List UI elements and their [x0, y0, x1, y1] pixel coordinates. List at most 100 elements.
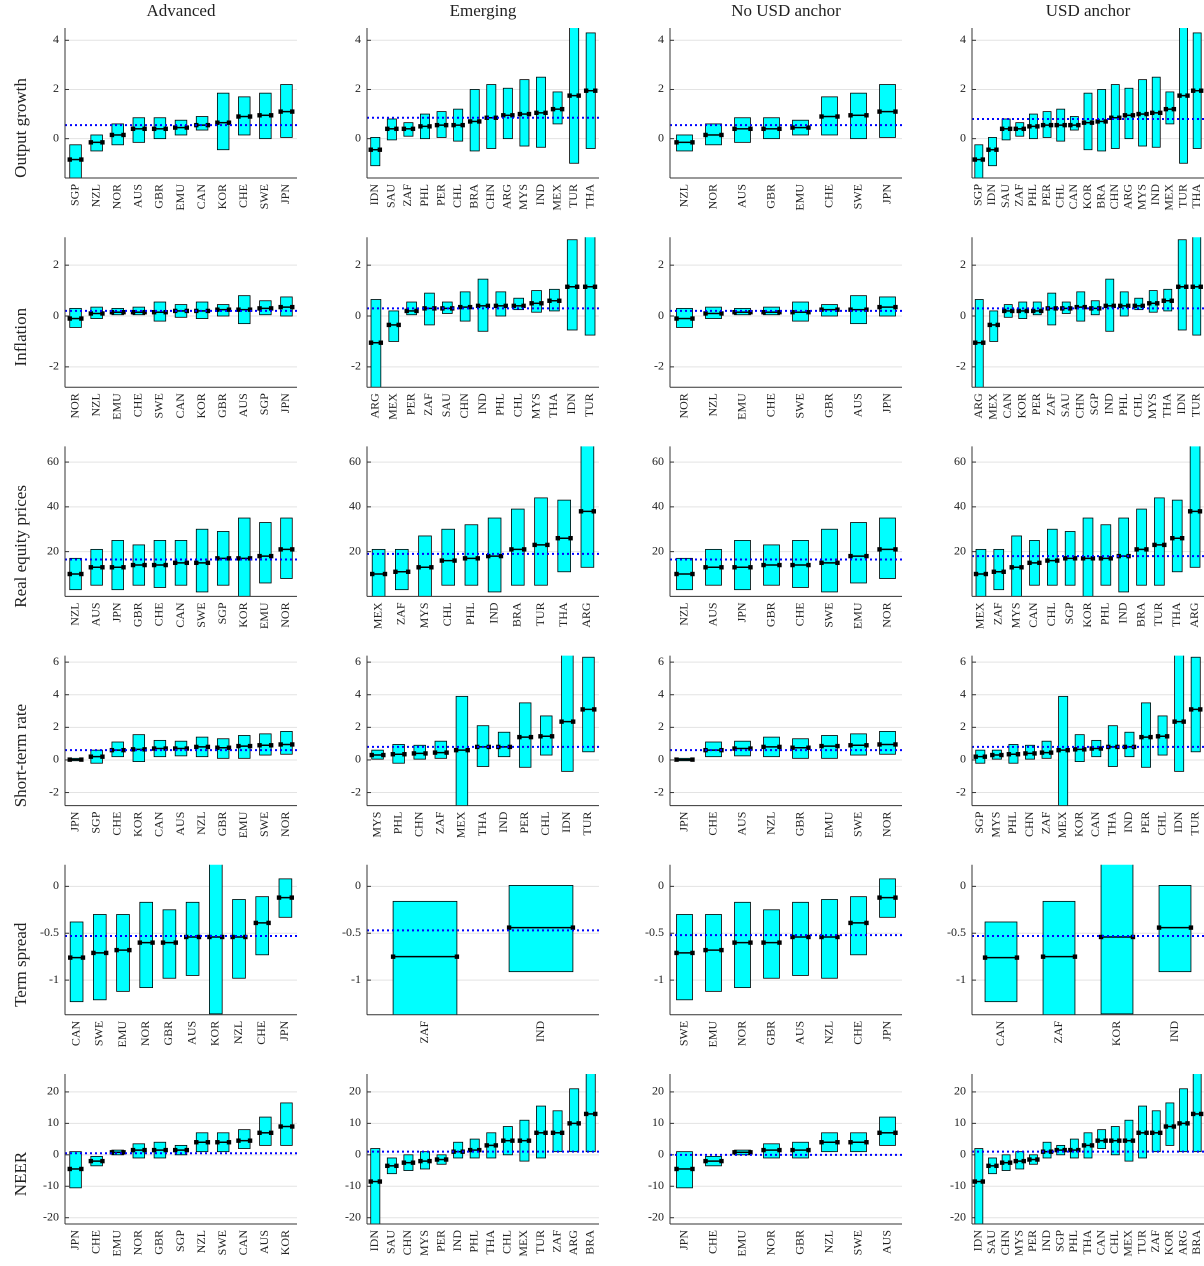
plot-marks — [972, 1074, 1204, 1224]
plot-marks — [972, 864, 1204, 1015]
median-marker — [973, 340, 978, 345]
median-marker — [864, 1140, 869, 1145]
range-bar — [195, 528, 209, 593]
median-marker — [427, 124, 432, 129]
median-marker — [1136, 1130, 1141, 1136]
x-tick-label: NOR — [138, 1021, 152, 1046]
median-marker — [226, 745, 232, 750]
panel: -2 0 2 NOR NZL EMU CHE SWE GBR AUS JPN — [654, 237, 902, 420]
median-marker — [467, 304, 473, 310]
y-tick-label: 0 — [53, 130, 59, 144]
x-tick-label: CAN — [1026, 602, 1040, 628]
x-tick-label: THA — [1169, 602, 1183, 627]
range-bar — [561, 655, 574, 772]
median-marker — [219, 934, 225, 940]
x-tick-label: MYS — [1012, 1230, 1026, 1256]
median-marker — [990, 752, 995, 758]
x-tick-label: IND — [450, 1230, 464, 1252]
median-marker — [1065, 747, 1070, 753]
median-marker — [163, 126, 168, 132]
median-marker — [1155, 301, 1160, 306]
y-tick-label: 0 — [355, 878, 361, 892]
median-marker — [67, 316, 72, 321]
y-tick-label: 4 — [355, 686, 361, 700]
median-marker — [130, 1147, 136, 1153]
panel: -1 -0.5 0 CAN ZAF KOR IND — [947, 864, 1204, 1046]
median-marker — [674, 1166, 679, 1172]
y-tick-label: -2 — [654, 784, 664, 798]
median-marker — [194, 744, 199, 750]
median-marker — [1054, 1147, 1059, 1153]
x-tick-label: CHL — [538, 812, 552, 836]
y-tick-label: 2 — [355, 81, 361, 95]
median-marker — [1147, 301, 1152, 306]
median-marker — [1150, 110, 1155, 116]
x-tick-label: BRA — [1189, 1230, 1203, 1255]
column-title: Emerging — [450, 1, 517, 20]
median-marker — [703, 565, 708, 570]
x-tick-label: IDN — [564, 393, 578, 415]
range-bar — [441, 528, 455, 586]
x-tick-label: IND — [475, 393, 489, 415]
x-tick-label: CHN — [1107, 184, 1121, 210]
median-marker — [475, 556, 480, 561]
median-marker — [410, 126, 416, 132]
median-marker — [205, 744, 211, 750]
x-tick-label: CHL — [1044, 602, 1058, 626]
median-marker — [486, 553, 491, 559]
x-tick-label: CHE — [236, 184, 250, 208]
range-bar — [69, 921, 84, 1003]
median-marker — [173, 560, 178, 566]
median-marker — [247, 307, 253, 312]
x-tick-label: SGP — [1087, 393, 1101, 415]
x-tick-label: NZL — [763, 812, 777, 835]
median-marker — [475, 303, 481, 309]
median-marker — [194, 1140, 199, 1145]
x-tick-label: CAN — [1066, 184, 1080, 210]
plot-marks — [670, 517, 902, 593]
median-marker — [1117, 1138, 1122, 1143]
median-marker — [1177, 1121, 1182, 1126]
median-marker — [848, 307, 853, 312]
median-marker — [761, 1147, 766, 1153]
x-tick-label: TUR — [1151, 602, 1165, 626]
y-tick-label: -0.5 — [40, 925, 59, 939]
plot-area — [670, 28, 902, 178]
y-tick-label: 20 — [954, 543, 966, 557]
x-tick-label: MYS — [1008, 602, 1022, 628]
range-bar — [584, 237, 596, 336]
median-marker — [67, 157, 72, 162]
median-marker — [418, 1158, 423, 1164]
panel: -1 -0.5 0 SWE EMU NOR GBR AUS NZL CHE JPN — [645, 864, 902, 1047]
x-tick-label: EMU — [115, 1020, 129, 1047]
y-tick-label: 2 — [960, 81, 966, 95]
median-marker — [567, 1121, 572, 1126]
row-label: Term spread — [11, 922, 30, 1007]
median-marker — [1169, 298, 1174, 303]
x-tick-label: NOR — [763, 1230, 777, 1255]
y-tick-label: -2 — [49, 359, 59, 373]
median-marker — [67, 571, 72, 577]
median-marker — [550, 106, 556, 112]
x-tick-label: PER — [1039, 184, 1053, 206]
median-marker — [529, 301, 534, 306]
median-marker — [864, 113, 869, 118]
median-marker — [1095, 119, 1100, 124]
median-marker — [1171, 1124, 1177, 1129]
median-marker — [593, 88, 598, 93]
x-tick-label: BRA — [1133, 602, 1147, 627]
median-marker — [1013, 126, 1018, 132]
median-marker — [173, 1147, 178, 1153]
median-marker — [1024, 308, 1029, 314]
y-tick-label: -2 — [956, 359, 966, 373]
range-bar — [1042, 900, 1076, 1015]
median-marker — [142, 562, 147, 568]
median-marker — [986, 147, 991, 152]
median-marker — [806, 125, 811, 130]
x-tick-label: NZL — [194, 812, 208, 835]
x-tick-label: ZAF — [417, 1020, 431, 1043]
median-marker — [196, 934, 202, 940]
x-tick-label: TUR — [1189, 393, 1203, 417]
x-tick-label: THA — [483, 1230, 497, 1255]
